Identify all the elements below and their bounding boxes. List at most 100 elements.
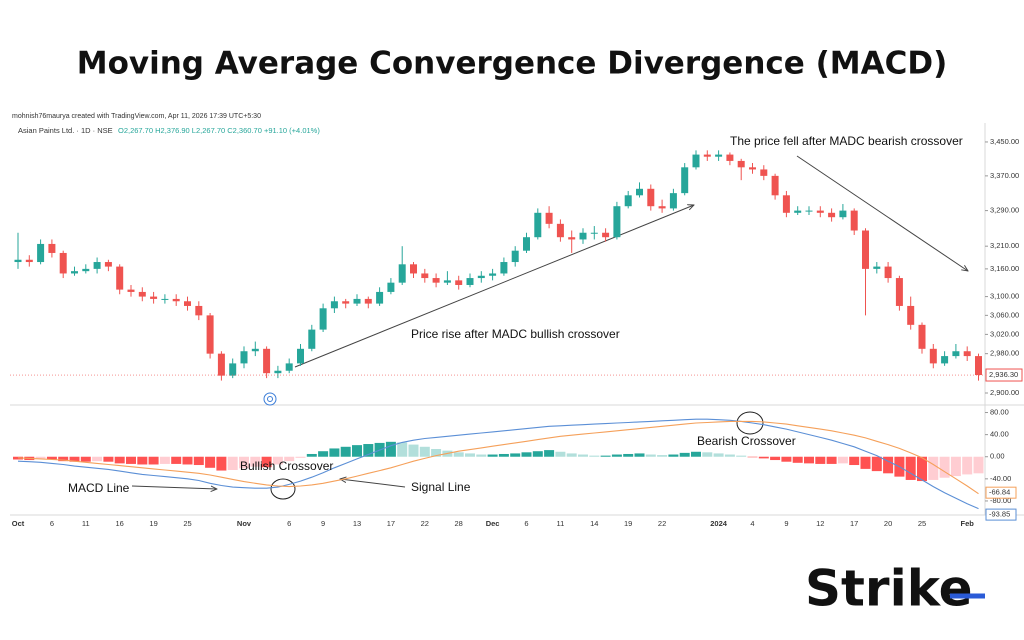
candle-body xyxy=(195,305,203,316)
watermark: mohnish76maurya created with TradingView… xyxy=(12,113,261,120)
histogram-bar xyxy=(713,453,724,457)
candle-body xyxy=(206,315,214,354)
candle-body xyxy=(297,348,304,364)
y-tick-label: 3,210.00 xyxy=(990,241,1019,250)
candle-body xyxy=(353,298,361,304)
histogram-bar xyxy=(46,456,57,460)
candle-body xyxy=(25,259,33,263)
histogram-bar xyxy=(657,455,668,457)
x-tick-label: Dec xyxy=(486,519,500,528)
series-name: MACD Line xyxy=(68,481,130,495)
candle-body xyxy=(14,259,22,263)
candle-body xyxy=(432,278,440,283)
annotation: Bearish Crossover xyxy=(697,434,796,448)
histogram-bar xyxy=(250,456,261,467)
histogram-bar xyxy=(939,456,950,478)
histogram-bar xyxy=(340,446,351,457)
x-tick-label: 19 xyxy=(149,519,157,528)
histogram-bar xyxy=(318,451,329,457)
candle-body xyxy=(884,266,892,279)
candle-body xyxy=(669,193,677,209)
logo: Strike xyxy=(805,560,973,618)
candle-body xyxy=(184,301,191,306)
candle-body xyxy=(760,169,768,176)
histogram-bar xyxy=(306,453,317,457)
candle-body xyxy=(274,370,282,374)
candle-body xyxy=(443,280,451,283)
candle-body xyxy=(410,264,417,274)
candle-body xyxy=(681,167,689,194)
histogram-bar xyxy=(69,456,80,462)
candle-body xyxy=(455,280,463,285)
histogram-bar xyxy=(600,455,611,457)
histogram-bar xyxy=(792,456,803,463)
annotation: Bullish Crossover xyxy=(240,459,333,473)
x-tick-label: 22 xyxy=(421,519,429,528)
candle-body xyxy=(48,243,56,253)
y-tick-label: 3,160.00 xyxy=(990,264,1019,273)
candle-body xyxy=(229,363,237,376)
histogram-bar xyxy=(465,453,475,457)
x-tick-label: 25 xyxy=(183,519,191,528)
histogram-bar xyxy=(216,456,227,471)
candle-body xyxy=(556,223,564,238)
histogram-bar xyxy=(905,456,916,480)
histogram-bar xyxy=(781,456,792,462)
last-value-tag xyxy=(985,508,1017,521)
candle-body xyxy=(975,356,982,376)
candle-body xyxy=(545,212,553,224)
candle-body xyxy=(715,154,723,157)
histogram-bar xyxy=(555,451,566,457)
candle-body xyxy=(37,243,45,263)
histogram-bar xyxy=(770,456,781,461)
histogram-bar xyxy=(385,441,396,457)
histogram-bar xyxy=(103,456,114,462)
histogram-bar xyxy=(962,456,973,475)
candle-body xyxy=(150,296,158,299)
histogram-bar xyxy=(261,456,272,468)
histogram-bar xyxy=(883,456,894,474)
histogram-bar xyxy=(126,456,136,464)
y-tick-label: 3,290.00 xyxy=(990,206,1019,215)
arrow xyxy=(796,155,968,271)
candle-body xyxy=(217,353,225,376)
y-tick-label: -80.00 xyxy=(990,496,1011,505)
histogram-bar xyxy=(80,456,91,462)
candle-body xyxy=(749,167,756,170)
candle-body xyxy=(116,266,124,290)
histogram-bar xyxy=(137,456,148,465)
histogram-bar xyxy=(532,451,543,457)
histogram-bar xyxy=(566,453,577,457)
candle-body xyxy=(263,348,271,374)
histogram-bar xyxy=(634,453,645,457)
x-tick-label: 14 xyxy=(590,519,598,528)
candle-body xyxy=(71,271,78,274)
x-tick-label: 28 xyxy=(455,519,463,528)
marker-icon xyxy=(267,396,273,402)
candle-body xyxy=(477,275,485,279)
y-tick-label: -40.00 xyxy=(990,474,1011,483)
candle-body xyxy=(161,298,169,300)
annotation: The price fell after MADC bearish crosso… xyxy=(730,134,963,148)
histogram-bar xyxy=(510,453,521,457)
candle-body xyxy=(104,262,112,267)
y-tick-label: 40.00 xyxy=(990,430,1009,439)
histogram-bar xyxy=(758,456,769,459)
candle-body xyxy=(726,154,734,161)
x-tick-label: 4 xyxy=(750,519,754,528)
ohlc-readout: O2,267.70 H2,376.90 L2,267.70 C2,360.70 … xyxy=(118,126,320,135)
histogram-bar xyxy=(148,456,159,465)
candle-body xyxy=(319,308,327,330)
candle-body xyxy=(93,262,101,269)
candle-body xyxy=(387,282,395,292)
candle-body xyxy=(692,154,700,168)
arrow xyxy=(294,205,694,368)
last-price-label: 2,936.30 xyxy=(989,370,1018,379)
histogram-bar xyxy=(182,456,193,465)
x-tick-label: 2024 xyxy=(710,519,728,528)
candle-body xyxy=(342,301,350,304)
symbol: Asian Paints Ltd. · 1D · NSE xyxy=(18,126,113,135)
histogram-bar xyxy=(826,456,837,464)
candle-body xyxy=(703,154,711,157)
candle-body xyxy=(511,250,519,263)
